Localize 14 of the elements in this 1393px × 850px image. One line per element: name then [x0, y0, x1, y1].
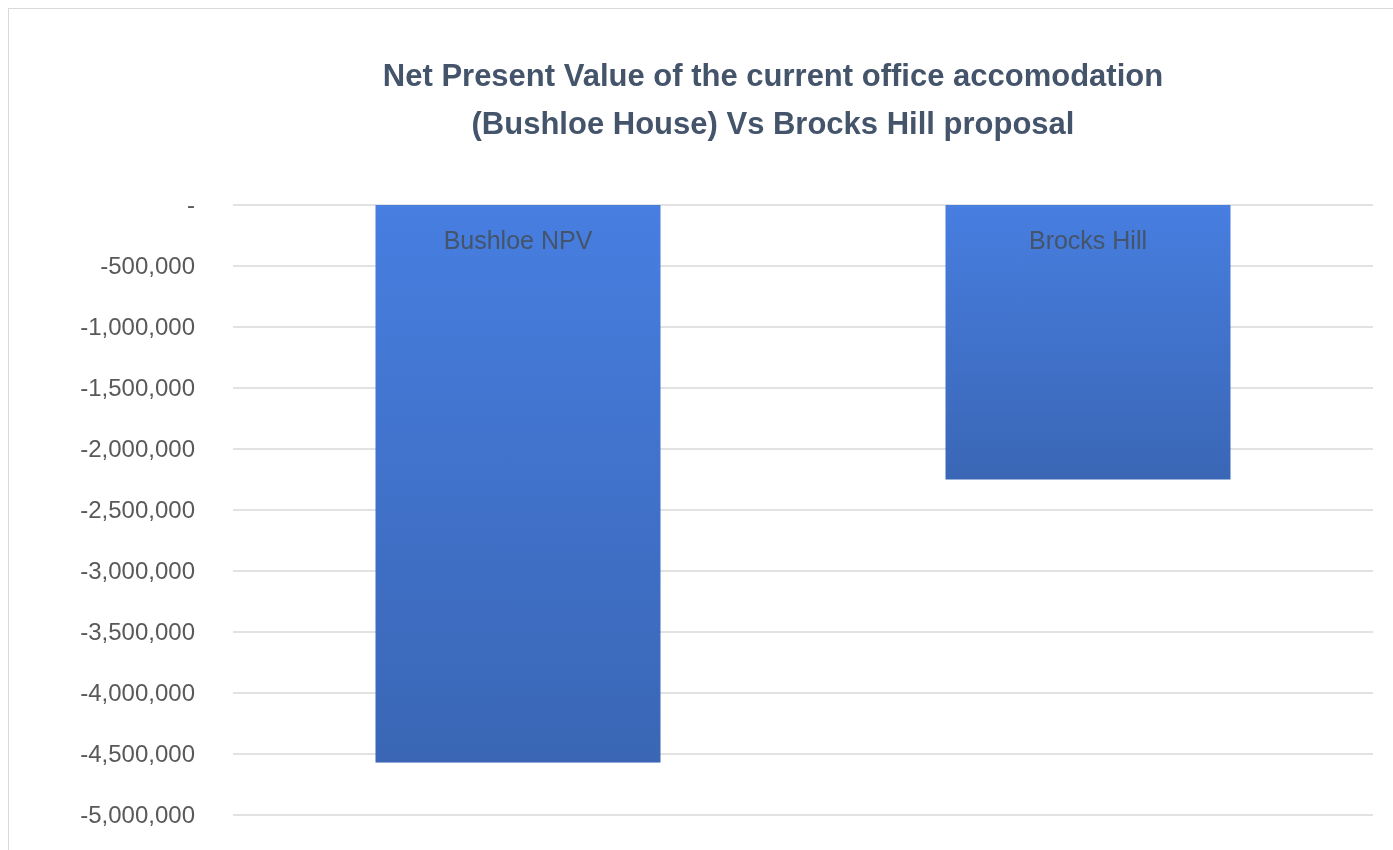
y-tick-label: -1,500,000	[80, 374, 195, 402]
y-tick-label: -3,500,000	[80, 618, 195, 646]
chart-title: Net Present Value of the current office accomodation (Bushloe House) Vs Brocks Hill proposal	[382, 58, 1164, 141]
y-tick-label: -2,500,000	[80, 496, 195, 524]
x-tick-label: Bushloe NPV	[443, 226, 593, 254]
y-tick-label: -500,000	[100, 252, 195, 280]
y-tick-label: -2,000,000	[80, 435, 195, 463]
y-tick-label: -3,000,000	[80, 557, 195, 585]
x-tick-label: Brocks Hill	[1028, 226, 1148, 254]
y-tick-label: -4,500,000	[80, 740, 195, 768]
y-tick-label: -	[187, 191, 195, 219]
y-tick-label: -5,000,000	[80, 801, 195, 829]
y-tick-label: -4,000,000	[80, 679, 195, 707]
y-tick-label: -1,000,000	[80, 313, 195, 341]
